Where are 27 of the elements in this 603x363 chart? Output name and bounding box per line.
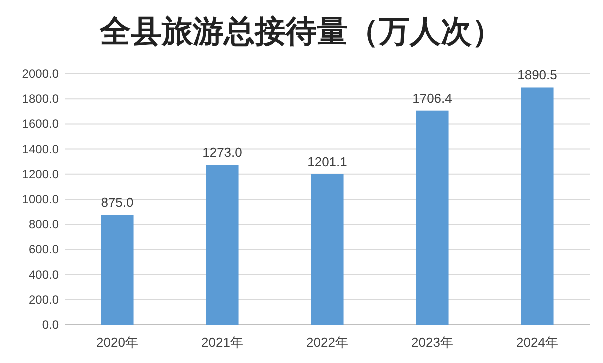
bar (311, 174, 344, 325)
y-tick-label: 1400.0 (22, 142, 60, 156)
chart-title: 全县旅游总接待量（万人次） (99, 14, 503, 49)
x-tick-label: 2024年 (516, 335, 558, 350)
y-tick-label: 200.0 (28, 292, 60, 307)
x-tick-label: 2023年 (412, 335, 454, 350)
y-tick-label: 2000.0 (22, 67, 60, 81)
x-tick-label: 2021年 (202, 335, 244, 350)
bar (101, 215, 134, 325)
y-tick-label: 1800.0 (22, 92, 60, 106)
y-tick-label: 600.0 (28, 242, 60, 257)
data-label: 1706.4 (412, 90, 452, 106)
y-tick-label: 1600.0 (22, 117, 60, 132)
bar (521, 88, 554, 325)
x-tick-label: 2020年 (96, 335, 138, 350)
y-tick-label: 1000.0 (22, 192, 60, 206)
y-tick-label: 800.0 (28, 218, 60, 232)
data-label: 875.0 (101, 195, 134, 210)
x-tick-label: 2022年 (306, 335, 348, 350)
y-tick-label: 0.0 (42, 318, 60, 332)
bar (416, 110, 449, 325)
y-tick-label: 1200.0 (22, 167, 60, 182)
y-tick-label: 400.0 (28, 268, 60, 282)
data-label: 1890.5 (518, 68, 558, 83)
data-label: 1201.1 (308, 154, 348, 170)
bar (206, 165, 239, 325)
data-label: 1273.0 (202, 145, 242, 160)
